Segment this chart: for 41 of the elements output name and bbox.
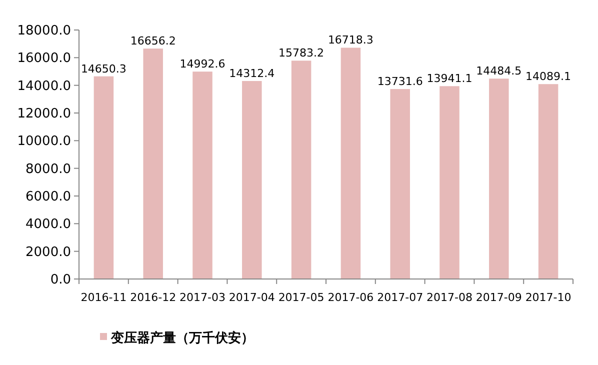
bar <box>192 72 212 279</box>
y-tick-label: 4000.0 <box>26 217 71 232</box>
x-tick-label: 2016-11 <box>80 291 127 304</box>
data-label: 16656.2 <box>130 34 176 48</box>
y-tick-label: 12000.0 <box>17 106 71 122</box>
y-tick-label: 2000.0 <box>26 244 71 260</box>
legend-label: 变压器产量（万千伏安） <box>110 330 254 346</box>
y-tick-label: 6000.0 <box>26 190 71 205</box>
x-tick-label: 2017-04 <box>228 291 275 304</box>
bar <box>291 60 312 279</box>
y-tick-label: 10000.0 <box>17 134 71 150</box>
y-tick-label: 14000.0 <box>17 78 71 94</box>
x-tick-label: 2017-09 <box>476 291 522 304</box>
bar <box>440 86 460 279</box>
data-label: 14089.1 <box>526 70 572 84</box>
x-tick-label: 2017-10 <box>525 291 572 304</box>
x-tick-label: 2017-07 <box>377 291 424 304</box>
bar <box>340 48 361 279</box>
x-tick-label: 2016-12 <box>130 291 176 304</box>
y-tick-label: 16000.0 <box>17 51 71 66</box>
data-label: 14992.6 <box>180 58 226 71</box>
data-label: 14650.3 <box>80 62 126 76</box>
data-label: 14484.5 <box>476 64 522 78</box>
x-tick-label: 2017-05 <box>278 291 324 304</box>
y-tick-label: 8000.0 <box>26 162 71 177</box>
data-label: 15783.2 <box>278 46 324 60</box>
data-label: 14312.4 <box>229 67 275 80</box>
bar <box>538 84 558 279</box>
bar <box>242 81 262 279</box>
data-label: 13731.6 <box>377 75 423 88</box>
bar <box>94 76 114 279</box>
x-tick-label: 2017-08 <box>426 291 472 304</box>
data-label: 13941.1 <box>426 72 472 86</box>
bar <box>143 48 163 279</box>
bar <box>489 78 509 279</box>
x-tick-label: 2017-03 <box>180 291 226 304</box>
y-tick-label: 0.0 <box>50 272 71 288</box>
x-tick-label: 2017-06 <box>328 291 374 304</box>
bar <box>390 89 410 279</box>
y-tick-label: 18000.0 <box>17 24 71 39</box>
data-label: 16718.3 <box>328 34 374 47</box>
